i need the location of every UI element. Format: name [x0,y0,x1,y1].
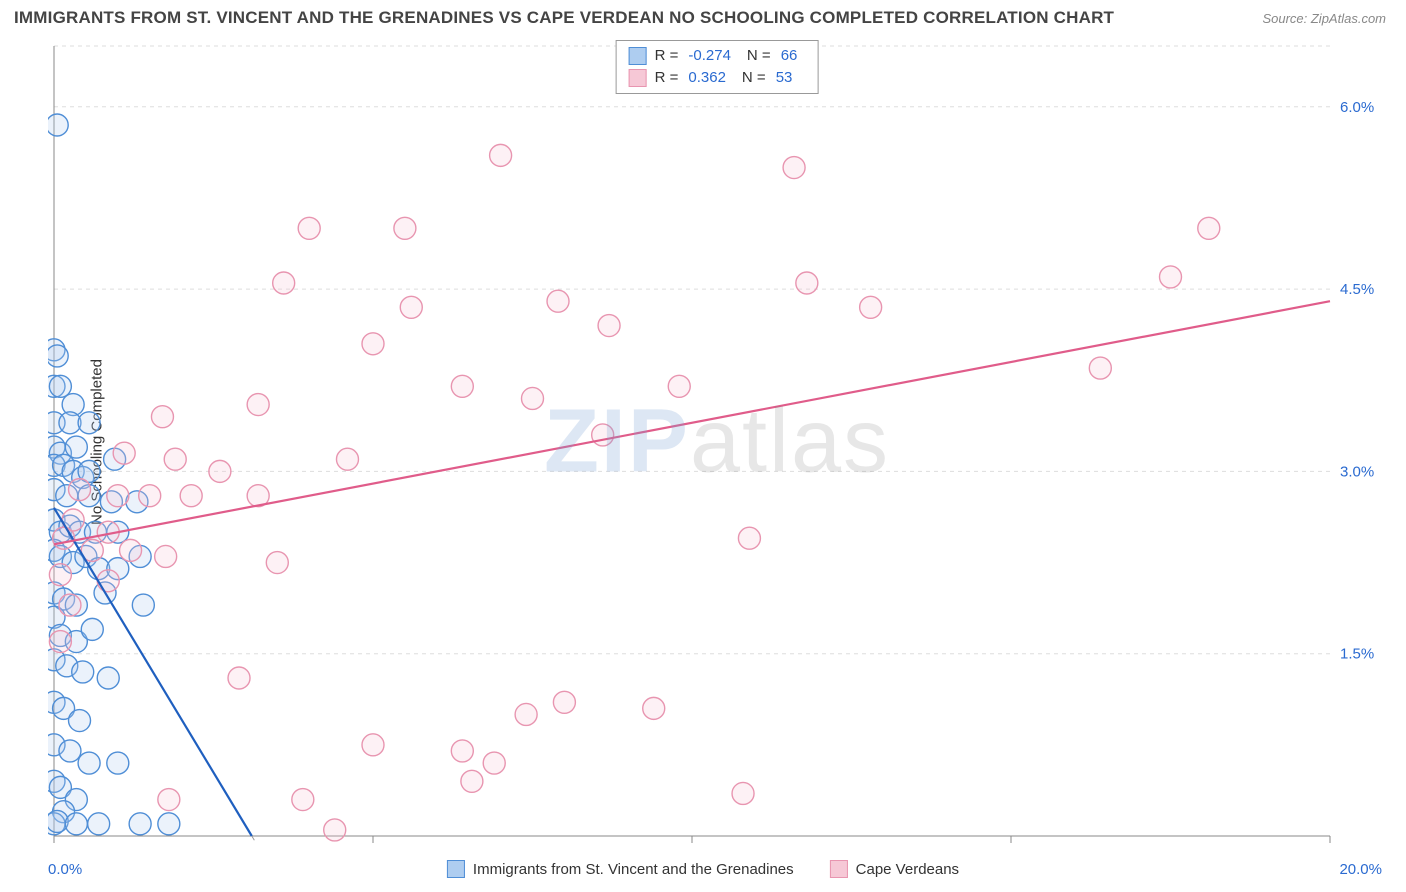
scatter-point [139,485,161,507]
source-attribution: Source: ZipAtlas.com [1262,11,1386,26]
scatter-point [490,144,512,166]
scatter-point [461,770,483,792]
chart-title: IMMIGRANTS FROM ST. VINCENT AND THE GREN… [14,8,1114,28]
svg-text:3.0%: 3.0% [1340,463,1374,480]
legend-item: Cape Verdeans [830,860,959,878]
scatter-point [483,752,505,774]
scatter-point [107,752,129,774]
scatter-point [72,661,94,683]
scatter-point [155,545,177,567]
correlation-legend: R =-0.274N =66R =0.362N =53 [616,40,819,94]
scatter-point [59,740,81,762]
scatter-point [336,448,358,470]
scatter-point [158,813,180,835]
chart-area: No Schooling Completed 1.5%3.0%4.5%6.0% … [48,40,1386,844]
scatter-point [49,631,71,653]
scatter-point [209,460,231,482]
legend-swatch [629,69,647,87]
scatter-point [796,272,818,294]
legend-item: Immigrants from St. Vincent and the Gren… [447,860,794,878]
x-axis-min-label: 0.0% [48,861,82,878]
legend-label: Cape Verdeans [856,861,959,878]
scatter-point [78,752,100,774]
scatter-point [120,539,142,561]
scatter-point [522,387,544,409]
legend-swatch [629,47,647,65]
scatter-point [451,375,473,397]
scatter-point [247,394,269,416]
scatter-point [1089,357,1111,379]
x-axis-max-label: 20.0% [1339,861,1382,878]
scatter-point [324,819,346,841]
scatter-point [78,412,100,434]
scatter-point [362,333,384,355]
scatter-point [547,290,569,312]
scatter-point [129,813,151,835]
scatter-point [643,697,665,719]
scatter-point [783,157,805,179]
svg-text:1.5%: 1.5% [1340,646,1374,663]
svg-text:4.5%: 4.5% [1340,281,1374,298]
scatter-point [273,272,295,294]
svg-text:6.0%: 6.0% [1340,99,1374,116]
scatter-point [132,594,154,616]
scatter-point [107,485,129,507]
scatter-point [48,114,68,136]
scatter-point [158,789,180,811]
scatter-point [1160,266,1182,288]
legend-corr-row: R =-0.274N =66 [629,45,806,67]
scatter-plot: 1.5% 3.0% 4.5% 6.0% [48,40,1386,844]
scatter-point [732,782,754,804]
scatter-point [97,570,119,592]
scatter-point [180,485,202,507]
scatter-point [292,789,314,811]
scatter-point [81,618,103,640]
scatter-point [228,667,250,689]
scatter-point [113,442,135,464]
scatter-point [553,691,575,713]
trend-line [54,301,1330,544]
scatter-point [598,315,620,337]
legend-swatch [830,860,848,878]
scatter-point [88,813,110,835]
scatter-point [298,217,320,239]
scatter-point [69,479,91,501]
scatter-point [59,594,81,616]
series-legend: Immigrants from St. Vincent and the Gren… [447,860,959,878]
scatter-point [451,740,473,762]
scatter-point [738,527,760,549]
scatter-point [515,703,537,725]
scatter-point [266,552,288,574]
scatter-point [860,296,882,318]
legend-swatch [447,860,465,878]
scatter-point [164,448,186,470]
scatter-point [362,734,384,756]
scatter-point [400,296,422,318]
scatter-point [592,424,614,446]
scatter-point [49,564,71,586]
scatter-point [65,813,87,835]
scatter-point [1198,217,1220,239]
scatter-point [69,710,91,732]
scatter-point [48,345,68,367]
legend-label: Immigrants from St. Vincent and the Gren… [473,861,794,878]
scatter-point [97,667,119,689]
scatter-point [668,375,690,397]
scatter-point [151,406,173,428]
legend-corr-row: R =0.362N =53 [629,67,806,89]
scatter-point [394,217,416,239]
